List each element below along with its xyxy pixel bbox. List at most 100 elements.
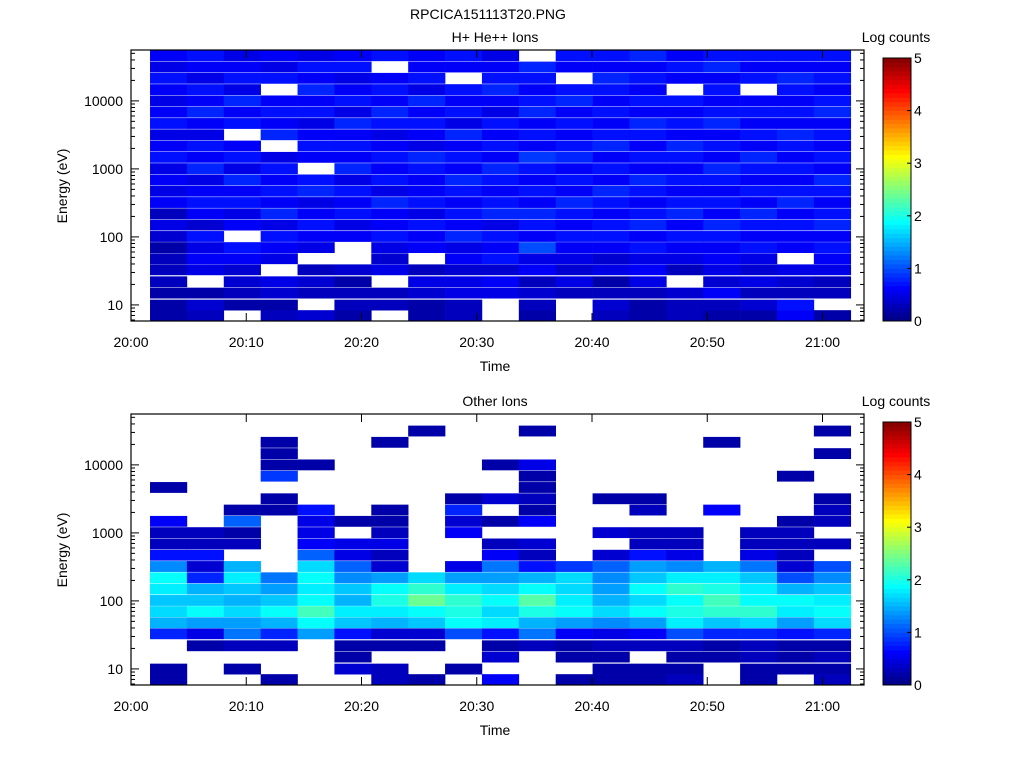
heatmap-cell xyxy=(445,561,483,572)
heatmap-cell xyxy=(150,253,188,265)
x-tick-label: 20:20 xyxy=(344,334,379,350)
heatmap-cell xyxy=(334,583,372,595)
heatmap-cell xyxy=(666,253,704,265)
heatmap-cell xyxy=(666,527,704,539)
heatmap-cell xyxy=(703,140,741,152)
heatmap-cell xyxy=(776,185,815,197)
heatmap-cell xyxy=(371,118,409,129)
heatmap-cell xyxy=(813,493,852,505)
heatmap-cell xyxy=(666,549,704,561)
colorbar-segment xyxy=(883,514,911,519)
colorbar-segment xyxy=(883,242,911,247)
heatmap-cell xyxy=(371,242,409,254)
colorbar-segment xyxy=(883,597,911,603)
x-axis-label: Time xyxy=(480,358,511,374)
heatmap-cell xyxy=(334,287,372,299)
heatmap-cell xyxy=(629,504,667,516)
heatmap-cell xyxy=(408,264,446,276)
heatmap-cell xyxy=(555,163,593,175)
heatmap-cell xyxy=(666,572,704,584)
colorbar-segment xyxy=(883,439,911,445)
heatmap-cell xyxy=(813,253,852,265)
heatmap-cell xyxy=(629,606,667,618)
x-tick-label: 20:30 xyxy=(459,698,494,714)
heatmap-cell xyxy=(223,253,261,265)
heatmap-cell xyxy=(740,163,778,175)
heatmap-cell xyxy=(555,50,593,62)
heatmap-cell xyxy=(555,197,593,208)
heatmap-cell xyxy=(481,197,520,208)
heatmap-cells xyxy=(150,50,852,322)
heatmap-cell xyxy=(408,151,446,163)
heatmap-cell xyxy=(481,674,520,686)
colorbar-segment xyxy=(883,285,911,291)
colorbar-tick-label: 4 xyxy=(914,467,922,483)
heatmap-cell xyxy=(703,106,741,118)
heatmap-cell xyxy=(260,628,298,640)
heatmap-cell xyxy=(445,231,483,242)
heatmap-cell xyxy=(297,583,335,595)
heatmap-cell xyxy=(223,583,261,595)
heatmap-cell xyxy=(629,72,667,84)
heatmap-cell xyxy=(150,310,188,322)
heatmap-cell xyxy=(371,185,409,197)
heatmap-cell xyxy=(776,264,815,276)
heatmap-cell xyxy=(334,628,372,640)
heatmap-cell xyxy=(297,538,335,550)
heatmap-cell xyxy=(592,572,630,584)
colorbar-segment xyxy=(883,623,911,629)
heatmap-cell xyxy=(334,84,372,96)
heatmap-cell xyxy=(371,674,409,686)
colorbar-segment xyxy=(883,259,911,265)
colorbar-segment xyxy=(883,474,911,480)
heatmap-cell xyxy=(740,538,778,550)
heatmap-cell xyxy=(223,106,261,118)
heatmap-cell xyxy=(371,515,409,527)
colorbar-segment xyxy=(883,228,911,234)
heatmap-cell xyxy=(666,242,704,254)
heatmap-cell xyxy=(334,310,372,322)
y-tick-label: 100 xyxy=(100,593,124,609)
heatmap-cell xyxy=(555,208,593,220)
heatmap-cell xyxy=(666,95,704,107)
colorbar-segment xyxy=(883,430,911,436)
heatmap-cell xyxy=(223,197,261,208)
colorbar-segment xyxy=(883,250,911,256)
colorbar-tick-label: 1 xyxy=(914,260,922,276)
heatmap-cell xyxy=(481,276,520,288)
colorbar-segment xyxy=(883,553,911,559)
heatmap-cell xyxy=(150,482,188,493)
heatmap-cell xyxy=(813,185,852,197)
heatmap-cell xyxy=(481,61,520,73)
heatmap-cell xyxy=(481,151,520,163)
colorbar-segment xyxy=(883,478,911,484)
heatmap-cell xyxy=(518,106,557,118)
heatmap-cell xyxy=(703,118,741,129)
heatmap-cell xyxy=(223,163,261,175)
colorbar-segment xyxy=(883,136,911,142)
colorbar-segment xyxy=(883,619,911,625)
heatmap-cell xyxy=(260,50,298,62)
heatmap-cell xyxy=(555,140,593,152)
heatmap-cell xyxy=(813,425,852,437)
heatmap-cell xyxy=(260,231,298,242)
heatmap-cell xyxy=(555,242,593,254)
heatmap-cell xyxy=(371,606,409,618)
heatmap-cell xyxy=(592,129,630,141)
heatmap-cell xyxy=(666,264,704,276)
heatmap-cell xyxy=(481,185,520,197)
heatmap-cell xyxy=(703,61,741,73)
heatmap-cell xyxy=(186,264,225,276)
heatmap-cell xyxy=(186,561,225,572)
heatmap-cell xyxy=(666,185,704,197)
colorbar-segment xyxy=(883,193,911,199)
colorbar-segment xyxy=(883,658,911,664)
heatmap-cell xyxy=(776,129,815,141)
heatmap-cell xyxy=(592,640,630,652)
heatmap-cell xyxy=(408,231,446,242)
heatmap-cell xyxy=(703,72,741,84)
heatmap-cell xyxy=(555,674,593,686)
heatmap-cell xyxy=(334,61,372,73)
heatmap-cell xyxy=(666,163,704,175)
colorbar-segment xyxy=(883,492,911,497)
